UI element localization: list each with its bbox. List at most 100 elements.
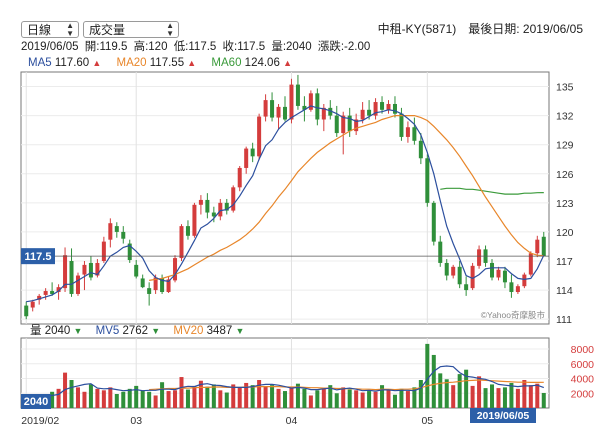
candle-body: [101, 241, 106, 261]
volume-bar: [425, 343, 430, 408]
candle-body: [399, 113, 404, 137]
volume-bar: [263, 386, 268, 408]
time-tick-label: 04: [286, 415, 298, 427]
volume-tick-label: 6000: [571, 359, 595, 371]
time-tick-label: 2019/02: [21, 415, 59, 427]
candle-body: [302, 105, 307, 110]
volume-bar: [237, 387, 242, 408]
indicator-select-value: 成交量: [89, 23, 126, 37]
volume-bar: [367, 391, 372, 408]
candle-body: [75, 275, 80, 294]
volume-bar: [457, 374, 462, 408]
candle-body: [56, 287, 61, 293]
volume-bar: [173, 390, 178, 408]
candle-body: [192, 204, 197, 236]
price-tick-label: 123: [556, 198, 574, 210]
volume-bar: [380, 385, 385, 408]
quote-line: 2019/06/05 開:119.5 高:120 低:117.5 收:117.5…: [21, 40, 373, 54]
down-triangle-icon: ▼: [235, 326, 245, 336]
ma5-line: [26, 105, 545, 303]
candle-body: [392, 103, 397, 114]
down-triangle-icon: ▼: [151, 326, 161, 336]
volume-bar: [56, 388, 61, 408]
last-volume-label: 2040: [24, 396, 48, 408]
volume-bar: [179, 377, 184, 408]
candle-body: [509, 282, 514, 293]
volume-bar: [315, 390, 320, 408]
candle-body: [108, 223, 113, 240]
volume-bar: [140, 390, 145, 408]
candle-body: [289, 84, 294, 120]
volume-bar: [490, 384, 495, 408]
candle-body: [535, 239, 540, 254]
candle-body: [153, 277, 158, 291]
candle-body: [160, 278, 165, 293]
volume-bar: [282, 391, 288, 408]
legend-ma5: MA5 117.60 ▲: [28, 57, 101, 69]
candle-body: [341, 115, 346, 134]
volume-bar: [231, 384, 236, 408]
up-triangle-icon: ▲: [92, 58, 102, 68]
volume-tick-label: 8000: [571, 344, 595, 356]
candle-body: [88, 262, 93, 278]
volume-bar: [302, 388, 307, 408]
legend-ma60: MA60 124.06 ▲: [211, 57, 292, 69]
volume-bar: [373, 391, 378, 408]
quote-date: 2019/06/05: [21, 41, 79, 53]
period-select[interactable]: 日線 ▲ ▼: [21, 21, 79, 38]
candle-body: [380, 102, 385, 110]
quote-close: 收:117.5: [222, 41, 266, 53]
volume-bar: [166, 391, 171, 408]
volume-bar: [88, 384, 93, 408]
volume-bar: [451, 385, 456, 408]
volume-bar: [515, 388, 520, 408]
candle-body: [321, 107, 326, 120]
quote-volume: 量:2040: [271, 41, 312, 53]
volume-bar: [418, 380, 423, 408]
candle-body: [431, 202, 436, 242]
volume-bar: [308, 395, 313, 408]
candle-body: [438, 241, 443, 263]
legend-mv5-value: 2762: [122, 325, 149, 337]
candle-body: [250, 148, 255, 157]
volume-bar: [82, 391, 87, 408]
volume-bar: [535, 383, 540, 408]
volume-bar: [205, 386, 210, 408]
volume-bar: [431, 354, 436, 408]
indicator-select[interactable]: 成交量 ▲ ▼: [83, 21, 179, 38]
select-arrows-icon: ▲ ▼: [66, 21, 74, 38]
price-tick-label: 114: [556, 285, 573, 297]
candle-body: [114, 226, 119, 232]
candle-body: [496, 269, 501, 278]
legend-ma60-label: MA60: [211, 57, 242, 69]
volume-bar: [198, 380, 203, 408]
price-tick-label: 132: [556, 111, 574, 123]
candle-body: [69, 261, 74, 294]
candle-body: [270, 100, 275, 118]
volume-bar: [108, 387, 113, 408]
price-tick-label: 129: [556, 140, 574, 152]
candle-body: [127, 243, 132, 261]
volume-bar: [134, 385, 139, 408]
legend-ma60-value: 124.06: [244, 57, 280, 69]
candle-body: [134, 264, 139, 277]
volume-bar: [147, 391, 152, 408]
last-date-label: 最後日期: 2019/06/05: [468, 22, 583, 36]
candle-body: [37, 295, 42, 300]
legend-mv5: MV5 2762 ▼: [96, 325, 161, 337]
legend-ma20-value: 117.55: [149, 57, 185, 69]
legend-ma20: MA20 117.55 ▲: [117, 57, 197, 69]
volume-tick-label: 2000: [571, 388, 595, 400]
volume-bar: [509, 382, 514, 408]
candle-body: [515, 286, 520, 293]
volume-bar: [477, 376, 482, 408]
legend-volume-label: 量: [30, 325, 42, 337]
volume-bar: [276, 388, 281, 408]
candle-body: [418, 140, 423, 159]
volume-bar: [114, 394, 119, 408]
legend-ma5-value: 117.60: [54, 57, 90, 69]
volume-bar: [412, 387, 417, 408]
volume-bar: [522, 380, 527, 408]
candle-body: [451, 266, 456, 276]
